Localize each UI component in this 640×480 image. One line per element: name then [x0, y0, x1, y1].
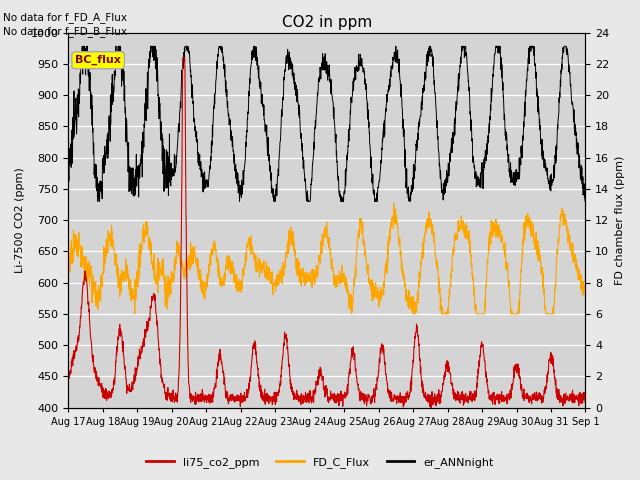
- Legend: li75_co2_ppm, FD_C_Flux, er_ANNnight: li75_co2_ppm, FD_C_Flux, er_ANNnight: [142, 452, 498, 472]
- Y-axis label: Li-7500 CO2 (ppm): Li-7500 CO2 (ppm): [15, 167, 25, 273]
- Y-axis label: FD chamber flux (ppm): FD chamber flux (ppm): [615, 156, 625, 285]
- Text: BC_flux: BC_flux: [76, 55, 121, 65]
- Title: CO2 in ppm: CO2 in ppm: [282, 15, 372, 30]
- Text: No data for f_FD_B_Flux: No data for f_FD_B_Flux: [3, 26, 127, 37]
- Text: No data for f_FD_A_Flux: No data for f_FD_A_Flux: [3, 12, 127, 23]
